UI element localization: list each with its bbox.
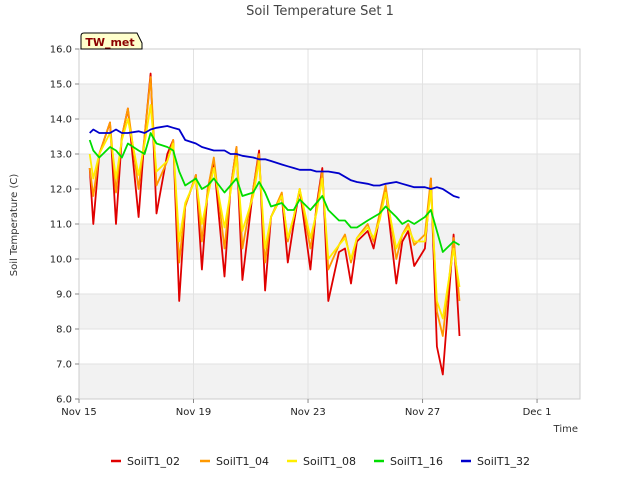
plot-band (79, 84, 580, 119)
chart-title: Soil Temperature Set 1 (246, 4, 394, 19)
y-tick-label: 14.0 (50, 115, 72, 126)
legend-label: SoilT1_16 (390, 455, 443, 468)
y-tick-label: 6.0 (56, 395, 72, 406)
station-badge-box (80, 32, 143, 50)
plot-background-bands (79, 84, 580, 399)
legend-label: SoilT1_04 (216, 455, 269, 468)
y-tick-label: 8.0 (56, 325, 72, 336)
plot-band (79, 364, 580, 399)
plot-band (79, 294, 580, 329)
y-tick-label: 9.0 (56, 290, 72, 301)
x-tick-label: Dec 1 (523, 407, 552, 418)
series-line-soilt1_16 (88, 132, 460, 253)
legend-label: SoilT1_02 (127, 455, 180, 468)
y-tick-label: 10.0 (50, 255, 72, 266)
y-axis-label: Soil Temperature (C) (9, 174, 20, 277)
x-tick-label: Nov 15 (61, 407, 96, 418)
x-tick-label: Nov 27 (405, 407, 440, 418)
x-axis-ticks: Nov 15 Nov 19 Nov 23 Nov 27 Dec 1 (61, 399, 552, 418)
y-tick-label: 15.0 (50, 80, 72, 91)
y-tick-label: 12.0 (50, 185, 72, 196)
plot-band (79, 224, 580, 259)
y-tick-label: 13.0 (50, 150, 72, 161)
y-tick-label: 11.0 (50, 220, 72, 231)
legend-label: SoilT1_32 (477, 455, 530, 468)
series-line-soilt1_32 (89, 125, 460, 199)
y-tick-label: 7.0 (56, 360, 72, 371)
x-tick-label: Nov 23 (290, 407, 325, 418)
x-tick-label: Nov 19 (176, 407, 211, 418)
legend: SoilT1_02 SoilT1_04 SoilT1_08 SoilT1_16 Soil… (111, 455, 530, 468)
y-tick-label: 16.0 (50, 45, 72, 56)
series-line-soilt1_08 (88, 104, 461, 320)
station-badge: TW_met (80, 32, 143, 50)
y-axis-ticks: 6.0 7.0 8.0 9.0 10.0 11.0 12.0 13.0 14.0 15.0 16.0 (50, 45, 79, 406)
x-axis-label: Time (553, 424, 578, 435)
series-lines (88, 72, 461, 376)
station-badge-label: TW_met (85, 36, 134, 49)
legend-label: SoilT1_08 (303, 455, 356, 468)
